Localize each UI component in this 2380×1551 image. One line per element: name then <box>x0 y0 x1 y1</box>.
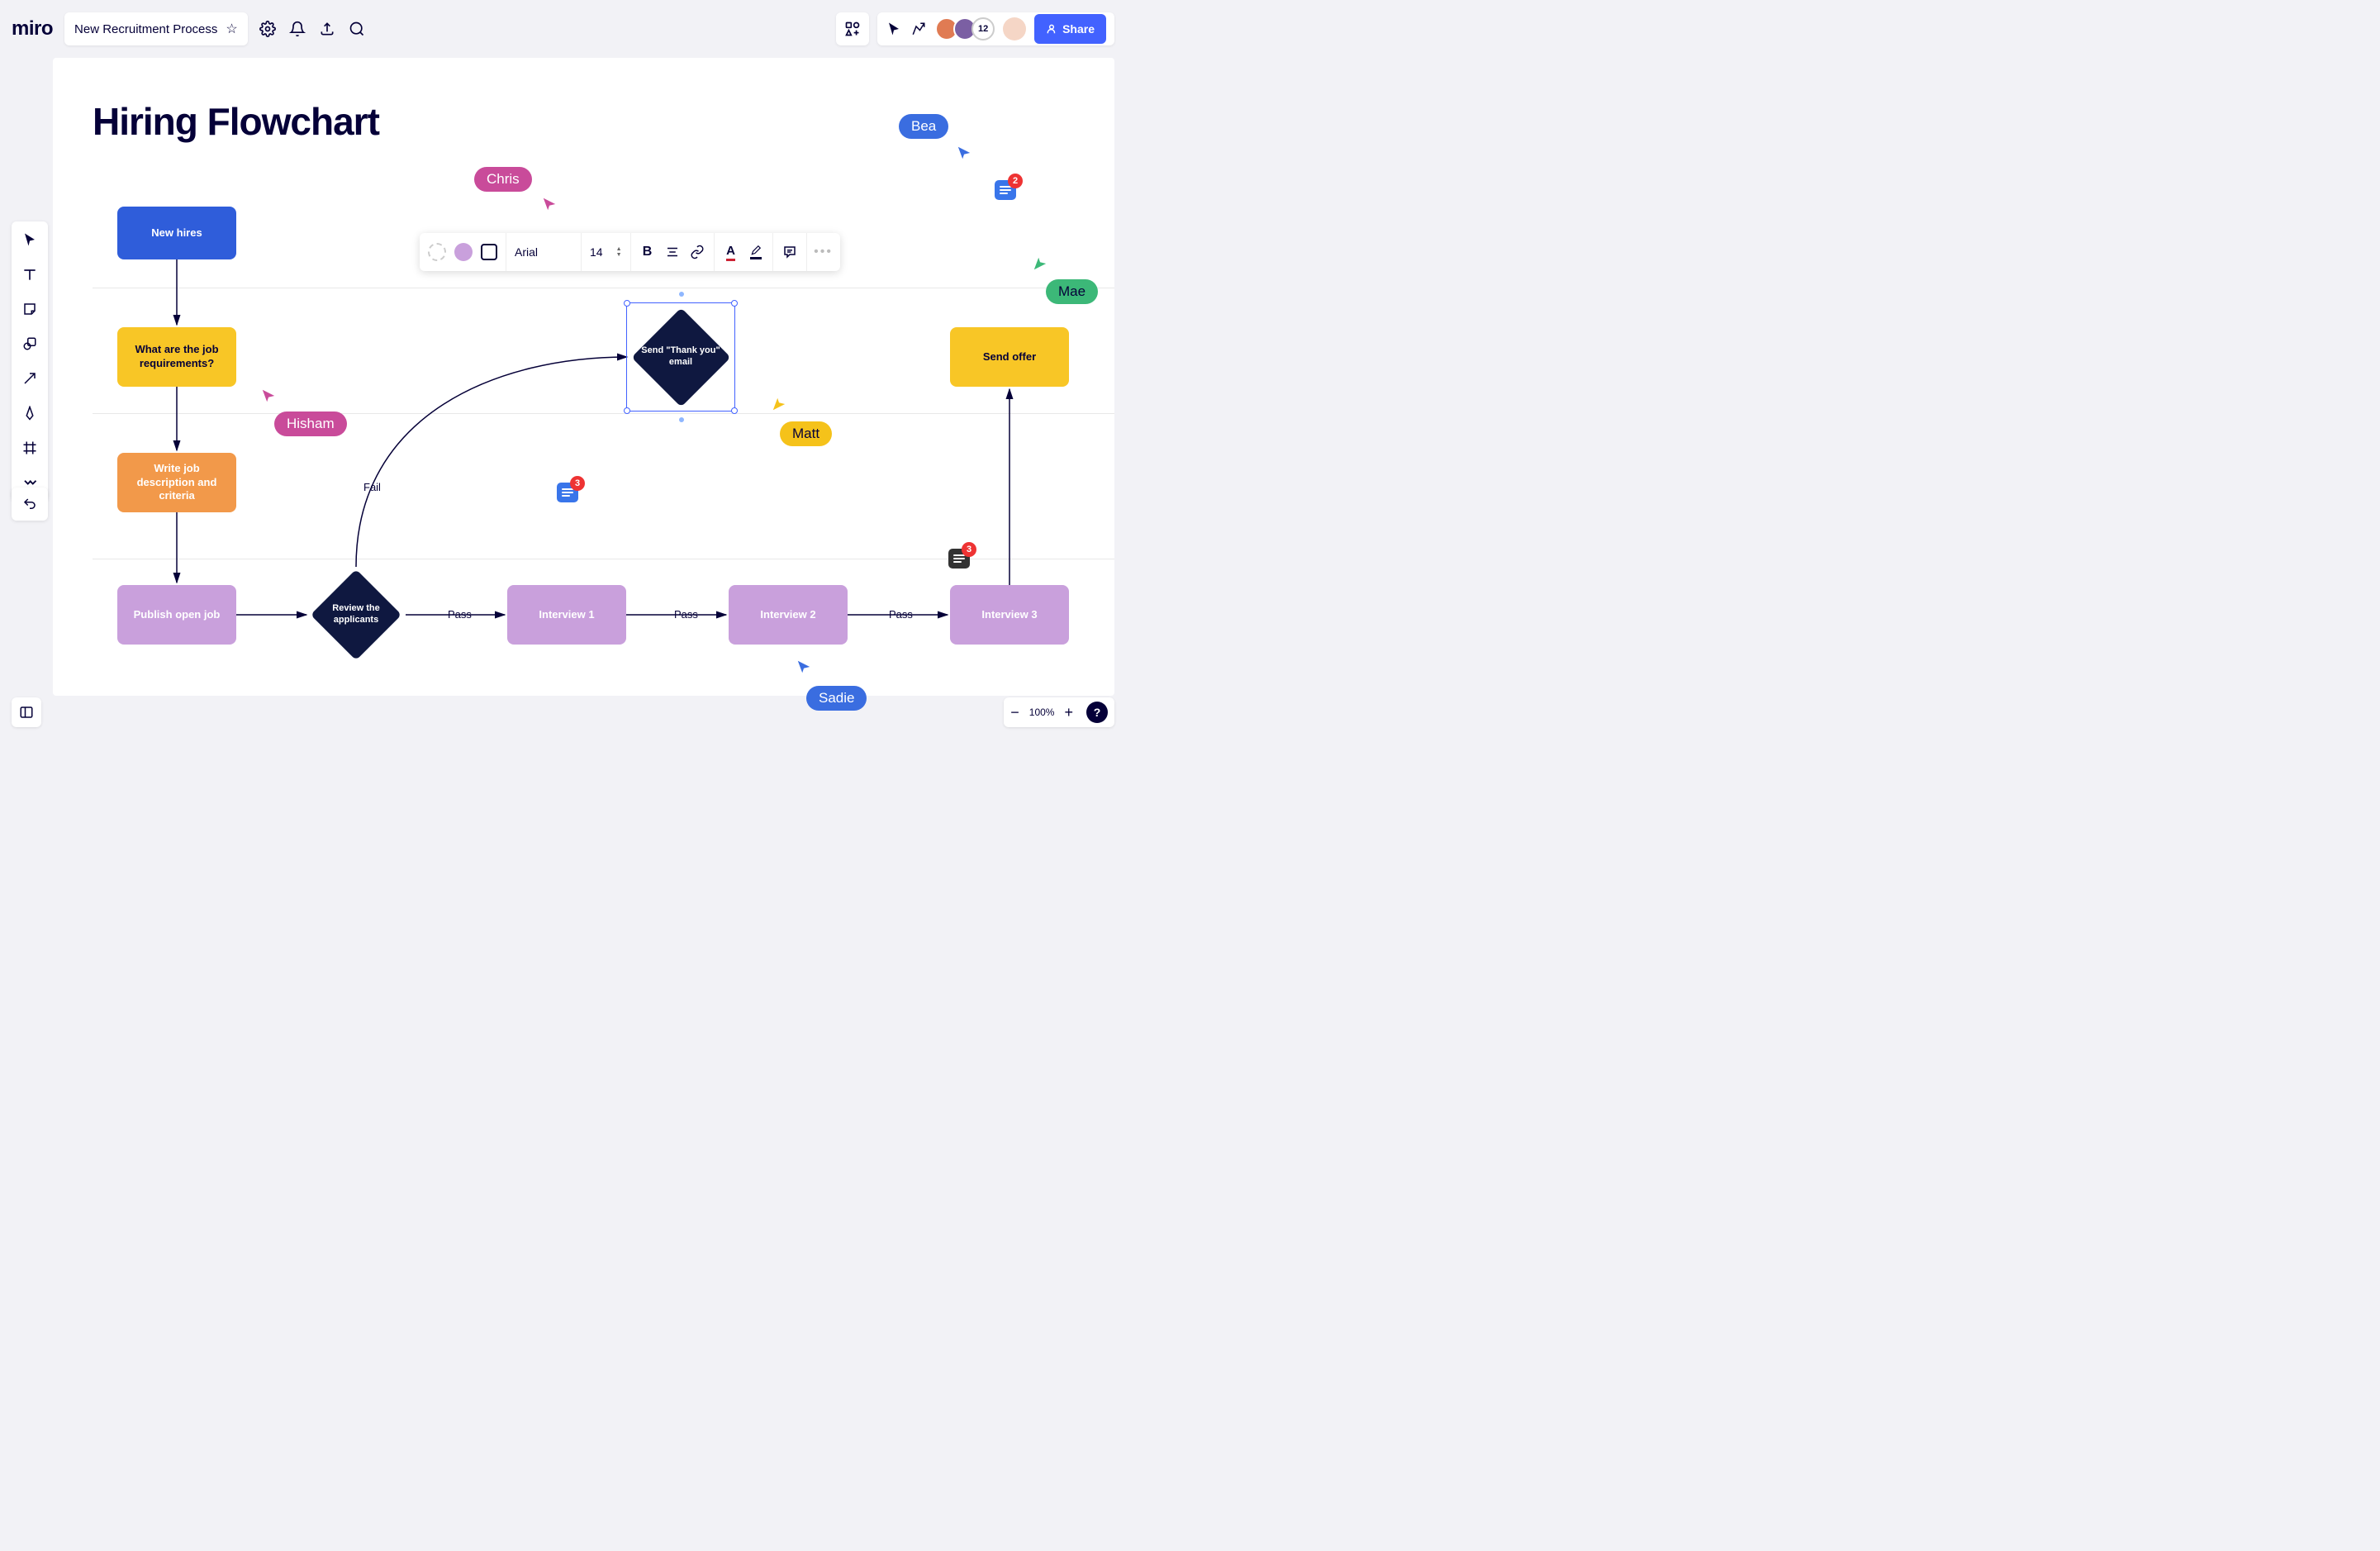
select-tool[interactable] <box>18 228 41 251</box>
comment-count: 3 <box>570 476 585 491</box>
edge-label-pass: Pass <box>889 608 913 621</box>
canvas[interactable]: Hiring Flowchart Fail Pass Pass Pass New… <box>53 58 1114 696</box>
node-write-description[interactable]: Write job description and criteria <box>117 453 236 512</box>
collaboration-group: 12 Share <box>877 12 1114 45</box>
cursor-arrow-icon <box>772 397 786 412</box>
node-review-applicants[interactable]: Review the applicants <box>311 569 401 660</box>
avatar-stack[interactable]: 12 <box>935 17 995 40</box>
highlight-icon[interactable] <box>748 244 764 260</box>
left-toolbar <box>12 221 48 501</box>
node-requirements[interactable]: What are the job requirements? <box>117 327 236 387</box>
cursor-sadie: Sadie <box>806 686 867 711</box>
font-size-up[interactable]: ▲ <box>616 246 622 252</box>
reactions-icon[interactable] <box>910 21 927 37</box>
help-button[interactable]: ? <box>1086 702 1108 723</box>
search-icon[interactable] <box>349 21 365 37</box>
align-icon[interactable] <box>664 244 681 260</box>
sticky-tool[interactable] <box>18 297 41 321</box>
comment-count: 2 <box>1008 174 1023 188</box>
fill-color-swatch[interactable] <box>454 243 473 261</box>
font-size-down[interactable]: ▼ <box>616 252 622 258</box>
cursor-arrow-icon <box>796 659 811 674</box>
comment-bubble[interactable]: 3 <box>557 483 578 502</box>
text-tool[interactable] <box>18 263 41 286</box>
comment-bubble[interactable]: 2 <box>995 180 1016 200</box>
node-interview-1[interactable]: Interview 1 <box>507 585 626 645</box>
frame-tool[interactable] <box>18 436 41 459</box>
node-send-offer[interactable]: Send offer <box>950 327 1069 387</box>
node-interview-2[interactable]: Interview 2 <box>729 585 848 645</box>
share-label: Share <box>1062 22 1095 36</box>
panel-toggle-button[interactable] <box>12 697 41 727</box>
text-color-icon[interactable]: A <box>723 244 739 260</box>
cursor-arrow-icon <box>261 388 276 403</box>
board-name-container[interactable]: New Recruitment Process ☆ <box>64 12 248 45</box>
arrow-tool[interactable] <box>18 367 41 390</box>
more-icon[interactable]: ••• <box>815 244 832 260</box>
edge-label-fail: Fail <box>363 481 381 493</box>
node-new-hires[interactable]: New hires <box>117 207 236 259</box>
apps-button[interactable] <box>836 12 869 45</box>
node-thank-you-email[interactable]: Send "Thank you" email <box>631 307 730 407</box>
canvas-title: Hiring Flowchart <box>93 99 379 144</box>
cursor-mode-icon[interactable] <box>886 21 902 37</box>
font-size-input[interactable]: 14 <box>590 245 603 259</box>
cursor-arrow-icon <box>1033 256 1047 271</box>
fill-none-swatch[interactable] <box>428 243 446 261</box>
edge-label-pass: Pass <box>448 608 472 621</box>
shape-tool[interactable] <box>18 332 41 355</box>
undo-button[interactable] <box>12 488 48 521</box>
board-name: New Recruitment Process <box>74 22 217 36</box>
zoom-controls: − 100% + ? <box>1004 697 1114 727</box>
comment-count: 3 <box>962 542 976 557</box>
comment-bubble[interactable]: 3 <box>948 549 970 569</box>
comment-icon[interactable] <box>781 244 798 260</box>
node-publish[interactable]: Publish open job <box>117 585 236 645</box>
swimlane-divider <box>93 413 1114 414</box>
cursor-hisham: Hisham <box>274 412 347 436</box>
node-interview-3[interactable]: Interview 3 <box>950 585 1069 645</box>
notifications-icon[interactable] <box>289 21 306 37</box>
settings-icon[interactable] <box>259 21 276 37</box>
pen-tool[interactable] <box>18 402 41 425</box>
export-icon[interactable] <box>319 21 335 37</box>
bold-icon[interactable]: B <box>639 244 656 260</box>
border-swatch[interactable] <box>481 244 497 260</box>
cursor-arrow-icon <box>542 197 557 212</box>
share-button[interactable]: Share <box>1034 14 1106 44</box>
cursor-bea: Bea <box>899 114 948 139</box>
miro-logo[interactable]: miro <box>12 17 53 40</box>
cursor-arrow-icon <box>957 145 971 160</box>
link-icon[interactable] <box>689 244 705 260</box>
avatar-count[interactable]: 12 <box>971 17 995 40</box>
current-user-avatar[interactable] <box>1003 17 1026 40</box>
cursor-mae: Mae <box>1046 279 1098 304</box>
zoom-percent[interactable]: 100% <box>1029 707 1055 718</box>
context-toolbar: Arial 14 ▲ ▼ B A ••• <box>420 233 840 271</box>
zoom-in-button[interactable]: + <box>1064 704 1073 721</box>
edge-label-pass: Pass <box>674 608 698 621</box>
cursor-chris: Chris <box>474 167 532 192</box>
star-icon[interactable]: ☆ <box>226 21 237 37</box>
cursor-matt: Matt <box>780 421 832 446</box>
zoom-out-button[interactable]: − <box>1010 704 1019 721</box>
font-family-select[interactable]: Arial <box>515 245 572 259</box>
